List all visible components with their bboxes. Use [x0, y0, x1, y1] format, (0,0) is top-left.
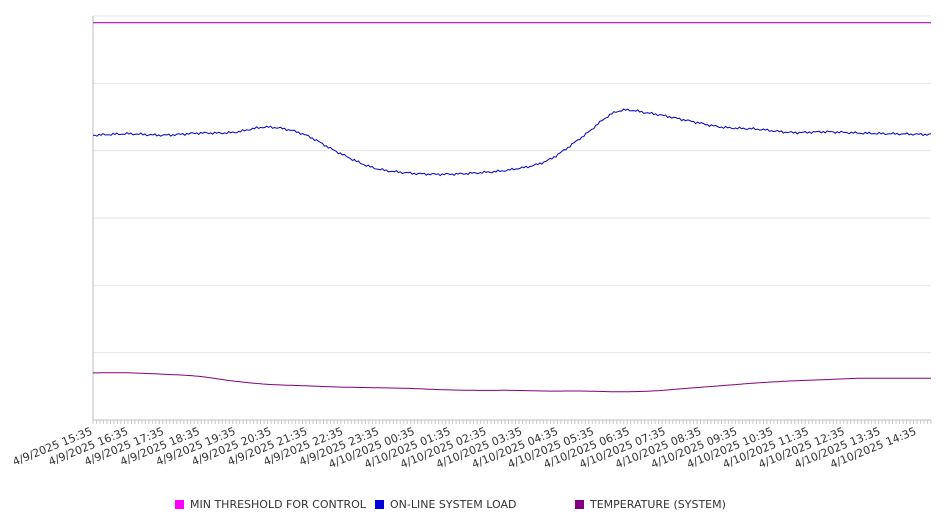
legend-label: ON-LINE SYSTEM LOAD [390, 498, 517, 511]
legend-item-min-threshold: MIN THRESHOLD FOR CONTROL [175, 498, 366, 511]
legend-swatch [375, 500, 384, 509]
series-line-1 [93, 108, 932, 177]
legend-label: TEMPERATURE (SYSTEM) [590, 498, 726, 511]
series-line-2 [93, 372, 931, 393]
legend: MIN THRESHOLD FOR CONTROL ON-LINE SYSTEM… [0, 498, 946, 518]
legend-item-temperature: TEMPERATURE (SYSTEM) [575, 498, 726, 511]
legend-label: MIN THRESHOLD FOR CONTROL [190, 498, 366, 511]
legend-swatch [575, 500, 584, 509]
legend-swatch [175, 500, 184, 509]
chart-canvas: 4/9/2025 15:354/9/2025 16:354/9/2025 17:… [11, 15, 932, 471]
legend-item-system-load: ON-LINE SYSTEM LOAD [375, 498, 516, 511]
